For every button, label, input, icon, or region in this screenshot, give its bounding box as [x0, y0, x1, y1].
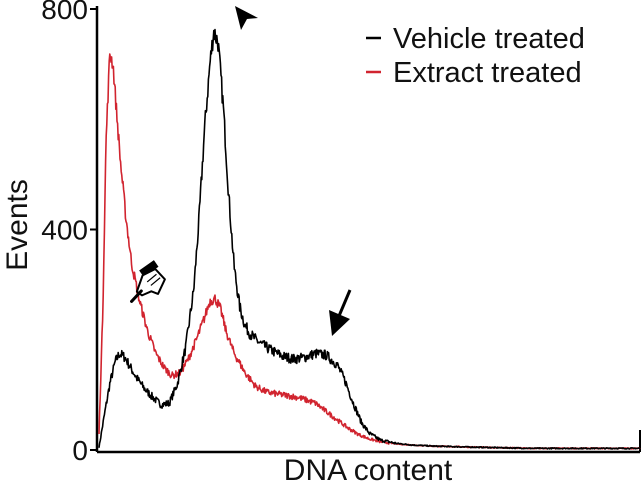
sub-g1-pointer-icon [130, 260, 166, 303]
series-lines [98, 28, 641, 450]
annotations [130, 6, 352, 336]
g1-peak-arrowhead [235, 6, 258, 30]
g2m-arrow [329, 289, 352, 336]
y-tick-label: 0 [72, 435, 88, 466]
y-ticks: 0 400 800 [41, 0, 97, 466]
legend: Vehicle treated Extract treated [366, 23, 585, 89]
y-tick-label: 800 [41, 0, 88, 25]
plot-area: 0 400 800 [41, 0, 641, 466]
x-axis-label: DNA content [284, 454, 453, 485]
series-line-extract [98, 53, 641, 450]
y-axis-label: Events [1, 179, 34, 271]
y-tick-label: 400 [41, 215, 88, 246]
legend-label-extract: Extract treated [393, 57, 582, 89]
legend-label-vehicle: Vehicle treated [393, 23, 585, 55]
series-line-vehicle [98, 28, 641, 450]
